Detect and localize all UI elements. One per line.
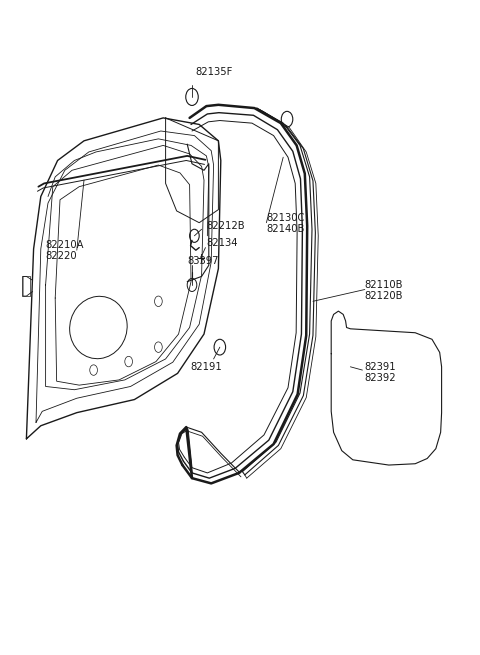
Text: 82210A: 82210A: [46, 240, 84, 250]
Text: 82191: 82191: [191, 362, 222, 371]
Text: 82392: 82392: [365, 373, 396, 383]
Text: 82134: 82134: [206, 238, 238, 248]
Text: 82130C: 82130C: [266, 213, 305, 223]
Text: 82212B: 82212B: [206, 221, 245, 231]
Bar: [22, 276, 30, 296]
Text: 82110B: 82110B: [365, 280, 403, 290]
Text: 82120B: 82120B: [365, 291, 403, 301]
Text: 83397: 83397: [187, 256, 219, 266]
Text: 82220: 82220: [46, 252, 77, 261]
Text: 82135F: 82135F: [195, 67, 232, 77]
Text: 82140B: 82140B: [266, 224, 305, 234]
Text: 82391: 82391: [365, 362, 396, 372]
